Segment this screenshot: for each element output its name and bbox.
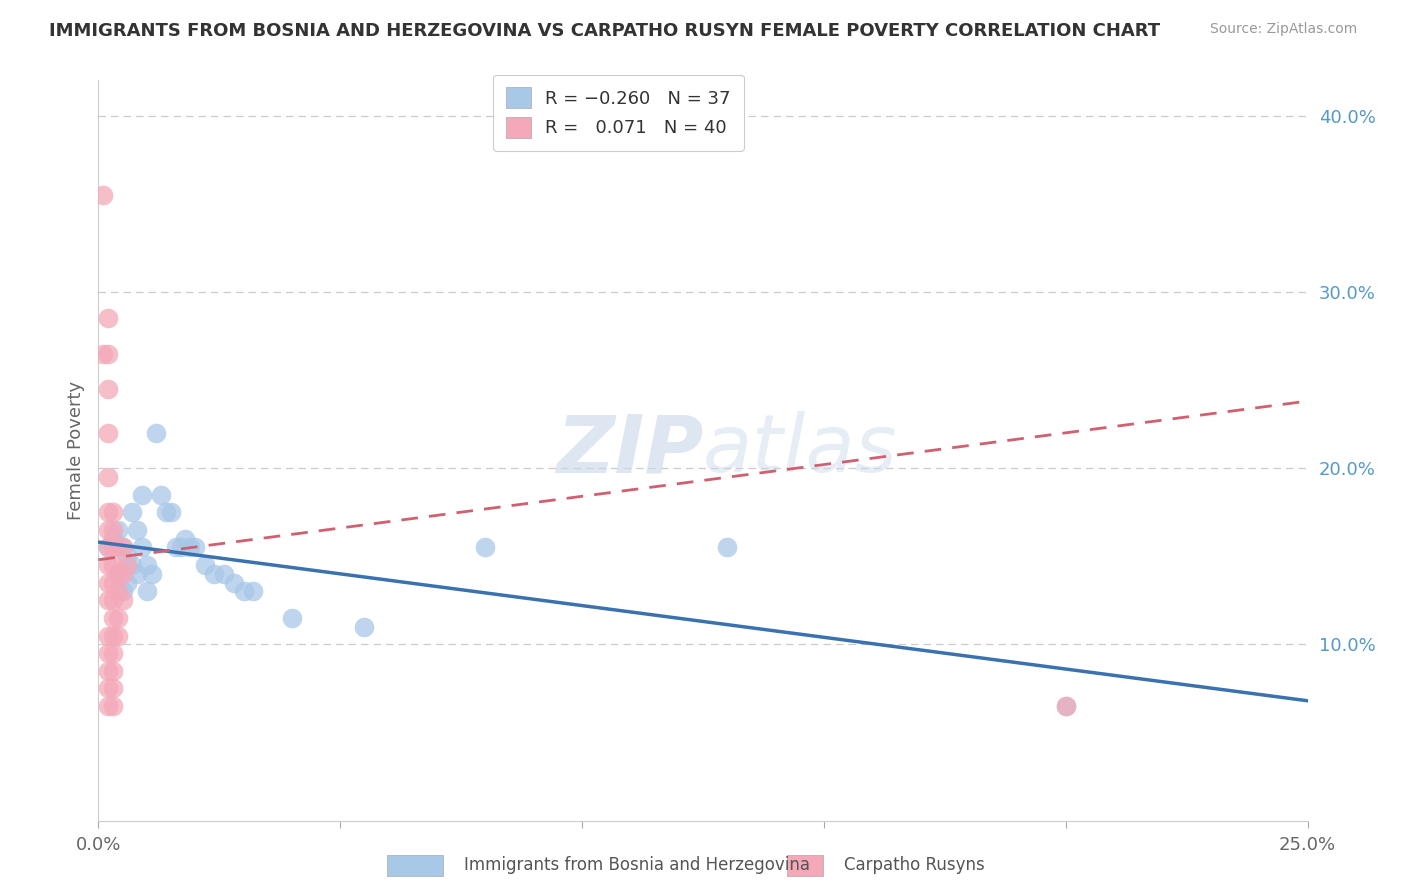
Text: Source: ZipAtlas.com: Source: ZipAtlas.com	[1209, 22, 1357, 37]
Point	[97, 558, 120, 572]
Point	[232, 584, 254, 599]
Point	[97, 593, 120, 607]
Point	[121, 505, 143, 519]
Point	[131, 541, 153, 555]
Point	[165, 541, 187, 555]
Point	[716, 541, 738, 555]
Point	[194, 558, 217, 572]
Point	[160, 505, 183, 519]
Y-axis label: Female Poverty: Female Poverty	[66, 381, 84, 520]
Point	[111, 541, 134, 555]
Point	[117, 575, 139, 590]
Point	[204, 566, 226, 581]
Point	[107, 628, 129, 642]
Point	[97, 628, 120, 642]
Point	[91, 346, 114, 360]
Point	[97, 681, 120, 696]
Point	[97, 382, 120, 396]
Point	[97, 523, 120, 537]
Point	[101, 532, 124, 546]
Point	[101, 523, 124, 537]
Point	[101, 505, 124, 519]
FancyBboxPatch shape	[787, 855, 823, 876]
Point	[353, 620, 375, 634]
Point	[101, 681, 124, 696]
Point	[97, 646, 120, 660]
Point	[97, 346, 120, 360]
Point	[101, 593, 124, 607]
Legend: R = −0.260   N = 37, R =   0.071   N = 40: R = −0.260 N = 37, R = 0.071 N = 40	[494, 75, 744, 151]
Point	[281, 611, 304, 625]
Point	[474, 541, 496, 555]
FancyBboxPatch shape	[387, 855, 443, 876]
Point	[107, 523, 129, 537]
Point	[111, 541, 134, 555]
Point	[145, 425, 167, 440]
Point	[222, 575, 245, 590]
Point	[179, 541, 201, 555]
Point	[97, 311, 120, 326]
Text: IMMIGRANTS FROM BOSNIA AND HERZEGOVINA VS CARPATHO RUSYN FEMALE POVERTY CORRELAT: IMMIGRANTS FROM BOSNIA AND HERZEGOVINA V…	[49, 22, 1160, 40]
Point	[97, 541, 120, 555]
Point	[184, 541, 207, 555]
Point	[101, 664, 124, 678]
Point	[97, 575, 120, 590]
Point	[135, 584, 157, 599]
Text: atlas: atlas	[703, 411, 898, 490]
Point	[135, 558, 157, 572]
Text: ZIP: ZIP	[555, 411, 703, 490]
Text: Immigrants from Bosnia and Herzegovina: Immigrants from Bosnia and Herzegovina	[464, 856, 810, 874]
Point	[111, 584, 134, 599]
Point	[101, 575, 124, 590]
Point	[97, 505, 120, 519]
Point	[127, 566, 149, 581]
Point	[111, 593, 134, 607]
Point	[1054, 699, 1077, 714]
Point	[127, 523, 149, 537]
Point	[242, 584, 264, 599]
Point	[1054, 699, 1077, 714]
Point	[117, 549, 139, 564]
Point	[97, 470, 120, 484]
Point	[150, 487, 173, 501]
Point	[97, 664, 120, 678]
Point	[91, 187, 114, 202]
Point	[169, 541, 191, 555]
Point	[121, 558, 143, 572]
Point	[174, 532, 197, 546]
Point	[155, 505, 177, 519]
Point	[101, 611, 124, 625]
Point	[131, 487, 153, 501]
Point	[107, 584, 129, 599]
Point	[101, 699, 124, 714]
Point	[141, 566, 163, 581]
Point	[101, 646, 124, 660]
Point	[107, 541, 129, 555]
Point	[212, 566, 235, 581]
Point	[97, 425, 120, 440]
Point	[111, 566, 134, 581]
Point	[101, 558, 124, 572]
Point	[107, 611, 129, 625]
Point	[97, 541, 120, 555]
Point	[107, 566, 129, 581]
Text: Carpatho Rusyns: Carpatho Rusyns	[844, 856, 984, 874]
Point	[101, 541, 124, 555]
Point	[97, 699, 120, 714]
Point	[107, 566, 129, 581]
Point	[101, 628, 124, 642]
Point	[117, 558, 139, 572]
